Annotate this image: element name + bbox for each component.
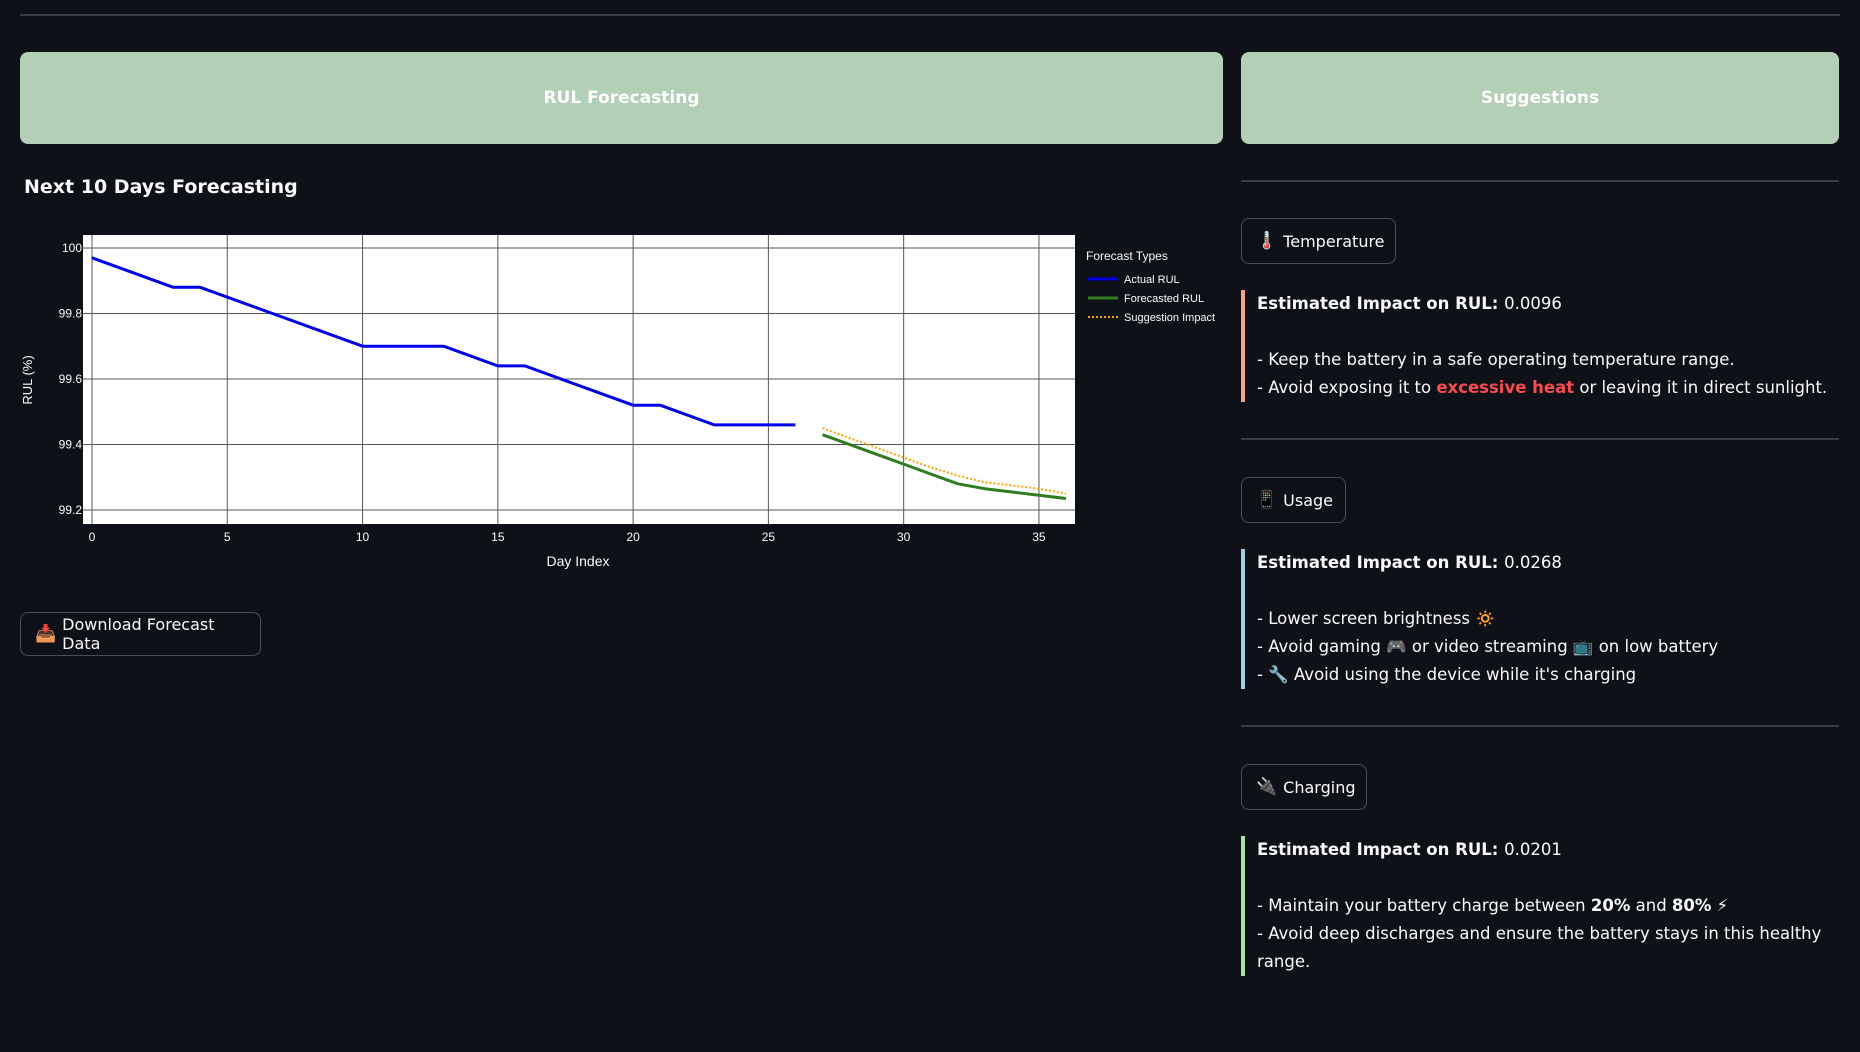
x-tick-label: 20	[626, 530, 640, 544]
x-axis-label: Day Index	[546, 553, 609, 569]
x-tick-label: 15	[491, 530, 505, 544]
legend-label: Actual RUL	[1124, 274, 1180, 286]
y-axis-label: RUL (%)	[20, 355, 35, 404]
inbox-tray-icon: 📥	[35, 624, 57, 644]
temperature-impact: Estimated Impact on RUL: 0.0096	[1257, 290, 1841, 318]
x-tick-label: 25	[762, 530, 776, 544]
y-tick-label: 99.6	[59, 372, 83, 386]
usage-label: Usage	[1283, 490, 1334, 510]
charging-tip-1: - Maintain your battery charge between 2…	[1257, 896, 1729, 915]
download-forecast-button[interactable]: 📥 Download Forecast Data	[20, 612, 261, 656]
usage-tip-3: - 🔧 Avoid using the device while it's ch…	[1257, 665, 1637, 684]
series-line-forecasted-rul	[821, 433, 1067, 500]
usage-suggestion: Estimated Impact on RUL: 0.0268 - Lower …	[1241, 549, 1841, 689]
charging-button[interactable]: 🔌 Charging	[1241, 764, 1367, 810]
legend-label: Forecasted RUL	[1124, 293, 1204, 305]
impact-value: 0.0201	[1504, 840, 1562, 859]
x-tick-labels: 0 5 10 15 20 25 30 35	[89, 530, 1046, 544]
chart-legend: Forecast Types Actual RUL Forecasted RUL S…	[1086, 249, 1215, 324]
y-tick-label: 99.2	[59, 503, 83, 517]
suggestions-divider-3	[1241, 725, 1839, 727]
usage-impact: Estimated Impact on RUL: 0.0268	[1257, 549, 1841, 577]
y-tick-label: 100	[62, 241, 82, 255]
mobile-phone-icon: 📱	[1256, 490, 1278, 510]
series-line-suggestion-impact	[822, 427, 1067, 495]
impact-value: 0.0268	[1504, 553, 1562, 572]
impact-label: Estimated Impact on RUL:	[1257, 840, 1499, 859]
rul-forecasting-title: RUL Forecasting	[543, 88, 700, 108]
temperature-tip-2: - Avoid exposing it to excessive heat or…	[1257, 378, 1828, 397]
electric-plug-icon: 🔌	[1256, 777, 1278, 797]
legend-title: Forecast Types	[1086, 249, 1168, 263]
temperature-button[interactable]: 🌡️ Temperature	[1241, 218, 1396, 264]
usage-button[interactable]: 📱 Usage	[1241, 477, 1346, 523]
impact-label: Estimated Impact on RUL:	[1257, 294, 1499, 313]
temperature-label: Temperature	[1283, 231, 1385, 251]
series-line-actual-rul	[91, 256, 796, 427]
impact-value: 0.0096	[1504, 294, 1562, 313]
forecast-section-title: Next 10 Days Forecasting	[24, 176, 298, 198]
excessive-heat-highlight: excessive heat	[1436, 378, 1575, 397]
legend-label: Suggestion Impact	[1124, 312, 1215, 324]
top-divider	[20, 14, 1840, 16]
usage-tip-1: - Lower screen brightness 🔅	[1257, 609, 1496, 628]
x-tick-label: 5	[224, 530, 231, 544]
charging-label: Charging	[1283, 777, 1356, 797]
temperature-suggestion: Estimated Impact on RUL: 0.0096 - Keep t…	[1241, 290, 1841, 402]
temperature-tip-1: - Keep the battery in a safe operating t…	[1257, 350, 1735, 369]
chart-grid	[83, 235, 1075, 524]
thermometer-icon: 🌡️	[1256, 231, 1278, 251]
x-tick-label: 35	[1032, 530, 1046, 544]
charging-impact: Estimated Impact on RUL: 0.0201	[1257, 836, 1841, 864]
suggestions-divider-1	[1241, 180, 1839, 182]
y-tick-label: 99.8	[59, 307, 83, 321]
charging-suggestion: Estimated Impact on RUL: 0.0201 - Mainta…	[1241, 836, 1841, 976]
suggestions-banner: Suggestions	[1241, 52, 1839, 144]
charging-tip-2: - Avoid deep discharges and ensure the b…	[1257, 924, 1822, 971]
x-tick-label: 30	[897, 530, 911, 544]
impact-label: Estimated Impact on RUL:	[1257, 553, 1499, 572]
y-tick-labels: 99.2 99.4 99.6 99.8 100	[59, 241, 83, 517]
rul-forecasting-banner: RUL Forecasting	[20, 52, 1223, 144]
suggestions-divider-2	[1241, 438, 1839, 440]
usage-tip-2: - Avoid gaming 🎮 or video streaming 📺 on…	[1257, 637, 1719, 656]
x-tick-label: 10	[356, 530, 370, 544]
suggestions-title: Suggestions	[1480, 88, 1600, 108]
rul-forecast-chart[interactable]: 0 5 10 15 20 25 30 35 99.2 99.4 99.6 99.8 100 Day I…	[20, 226, 1225, 586]
chart-svg: 0 5 10 15 20 25 30 35 99.2 99.4 99.6 99.8 100 Day I…	[20, 235, 1215, 569]
y-tick-label: 99.4	[59, 438, 83, 452]
download-forecast-label: Download Forecast Data	[62, 615, 215, 653]
chart-series	[91, 256, 1067, 500]
x-tick-label: 0	[89, 530, 96, 544]
